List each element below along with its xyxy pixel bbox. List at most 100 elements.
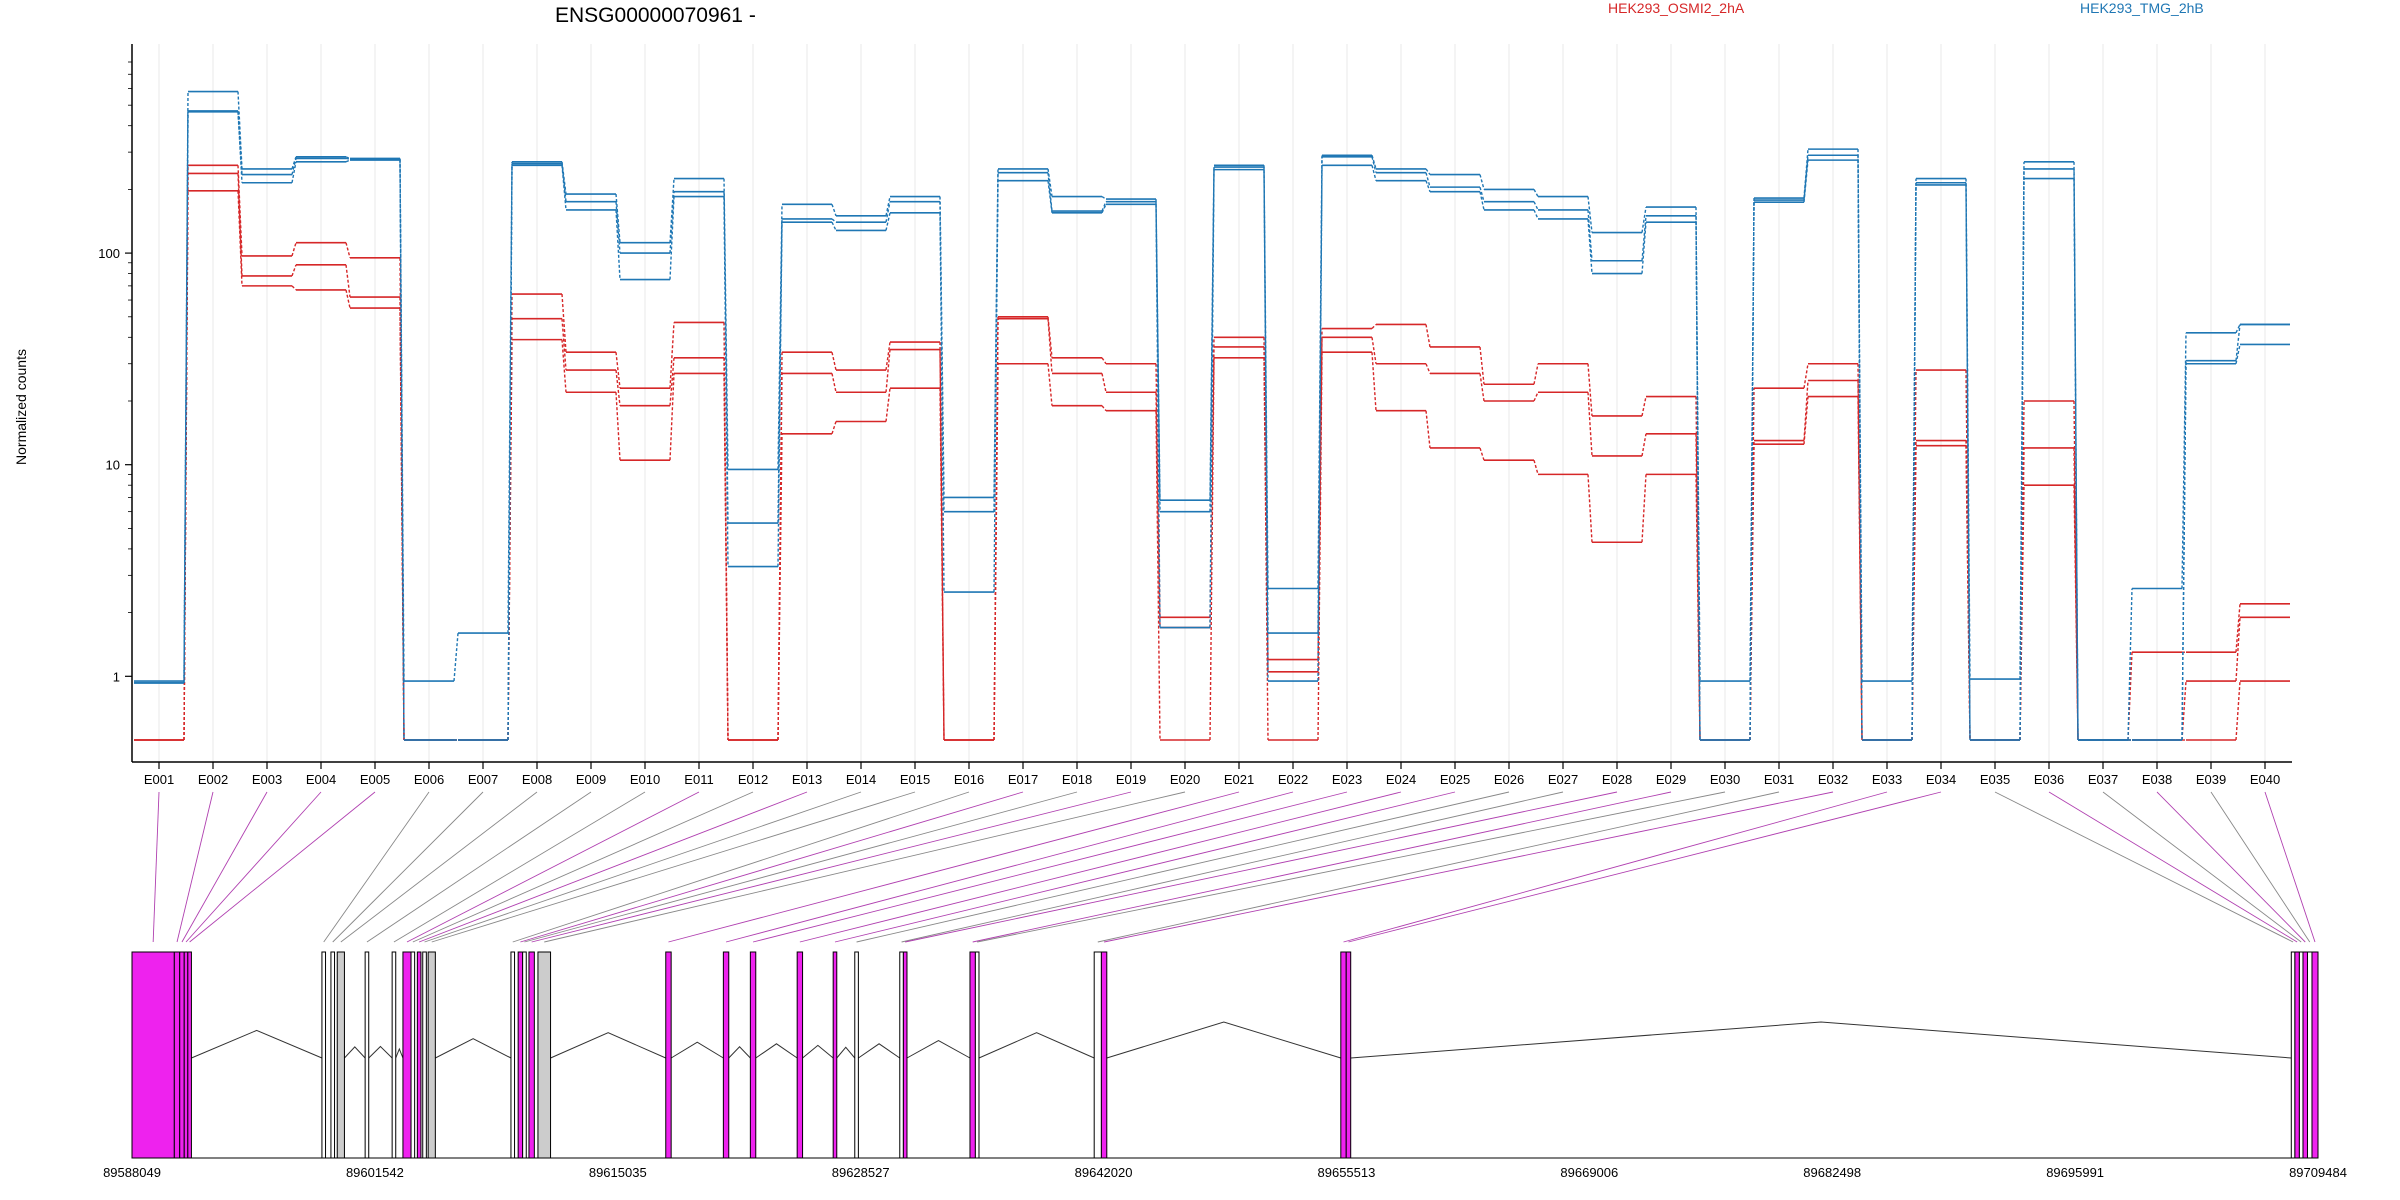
exon-box <box>131 951 175 1159</box>
series-connector <box>1587 218 1593 274</box>
series-connector <box>669 373 675 461</box>
series-connector <box>237 111 243 183</box>
exon-box <box>2294 951 2300 1159</box>
series-connector <box>1371 165 1377 181</box>
x-tick-label: E020 <box>1170 772 1200 787</box>
y-axis-label: Normalized counts <box>13 349 29 465</box>
series-connector <box>1425 168 1431 175</box>
series-connector <box>831 218 837 223</box>
exon-connector <box>977 791 1726 943</box>
series-connector <box>1803 396 1809 445</box>
legend-label-tmg: HEK293_TMG_2hB <box>2080 0 2204 16</box>
series-connector <box>1641 396 1647 417</box>
series-connector <box>723 196 729 567</box>
exon-connector <box>189 791 376 943</box>
exon-connector <box>1348 791 1942 943</box>
y-tick-label: 1 <box>113 669 120 684</box>
series-connector <box>507 165 513 741</box>
series-connector <box>939 212 945 593</box>
series-connector <box>1425 410 1431 449</box>
x-tick-label: E026 <box>1494 772 1524 787</box>
x-tick-label: E037 <box>2088 772 2118 787</box>
series-connector <box>1101 195 1107 200</box>
x-tick-label: E008 <box>522 772 552 787</box>
series-connector <box>1047 363 1053 406</box>
series-connector <box>1911 445 1917 741</box>
exon-connector <box>2264 791 2316 943</box>
series-connector <box>1209 169 1215 628</box>
x-tick-label: E021 <box>1224 772 1254 787</box>
x-tick-label: E027 <box>1548 772 1578 787</box>
exon-connector <box>185 791 322 943</box>
x-tick-label: E031 <box>1764 772 1794 787</box>
intron-line <box>728 1046 751 1059</box>
series-connector <box>615 352 621 389</box>
exon-connector <box>406 791 700 943</box>
series-connector <box>291 264 297 277</box>
exon-box <box>517 951 524 1159</box>
series-connector <box>1857 149 1863 682</box>
exon-box <box>537 951 552 1159</box>
x-tick-label: E016 <box>954 772 984 787</box>
series-connector <box>1587 363 1593 416</box>
exon-connector <box>424 791 862 943</box>
series-connector <box>1587 209 1593 261</box>
series-connector <box>1533 201 1539 211</box>
series-connector <box>1101 357 1107 365</box>
exon-connector <box>1097 791 1780 943</box>
exon-connector <box>332 791 484 943</box>
series-connector <box>669 196 675 280</box>
exon-connector <box>901 791 1564 943</box>
series-connector <box>237 190 243 286</box>
intron-line <box>906 1039 971 1059</box>
series-connector <box>1587 392 1593 456</box>
series-connector <box>885 388 891 422</box>
exon-box <box>528 951 535 1159</box>
exon-box <box>410 951 416 1159</box>
series-connector <box>615 392 621 461</box>
exon-connector <box>1104 791 1834 943</box>
exon-connector <box>1994 791 2294 943</box>
exon-box <box>2302 951 2308 1159</box>
series-connector <box>1641 433 1647 457</box>
series-connector <box>1965 184 1971 741</box>
series-connector <box>1641 474 1647 543</box>
series-connector <box>291 161 297 183</box>
series-connector <box>1965 370 1971 741</box>
x-tick-label: E003 <box>252 772 282 787</box>
exon-connector <box>340 791 538 943</box>
x-tick-label: E013 <box>792 772 822 787</box>
series-connector <box>1371 323 1377 330</box>
exon-box <box>336 951 345 1159</box>
series-connector <box>993 180 999 593</box>
x-tick-label: E022 <box>1278 772 1308 787</box>
series-connector <box>885 201 891 223</box>
exon-box <box>1093 951 1102 1159</box>
intron-line <box>802 1044 834 1059</box>
series-connector <box>1911 184 1917 741</box>
exon-box <box>391 951 397 1159</box>
series-connector <box>993 363 999 741</box>
series-connector <box>885 196 891 216</box>
series-connector <box>1101 405 1107 412</box>
exon-box <box>974 951 980 1159</box>
series-connector <box>1803 155 1809 201</box>
x-tick-label: E028 <box>1602 772 1632 787</box>
exon-box <box>2298 951 2304 1159</box>
exon-box <box>722 951 730 1159</box>
series-connector <box>2073 447 2079 741</box>
series-connector <box>345 156 351 160</box>
exon-box <box>187 951 192 1159</box>
series-connector <box>615 194 621 243</box>
series-connector <box>2235 680 2241 741</box>
series-connector <box>723 373 729 741</box>
exon-connector <box>524 791 1078 943</box>
series-connector <box>831 221 837 231</box>
series-connector <box>1695 474 1701 741</box>
series-connector <box>939 388 945 741</box>
series-connector <box>1425 324 1431 348</box>
intron-line <box>858 1043 901 1059</box>
series-connector <box>2019 178 2025 741</box>
series-connector <box>1479 174 1485 190</box>
series-connector <box>2127 652 2133 741</box>
